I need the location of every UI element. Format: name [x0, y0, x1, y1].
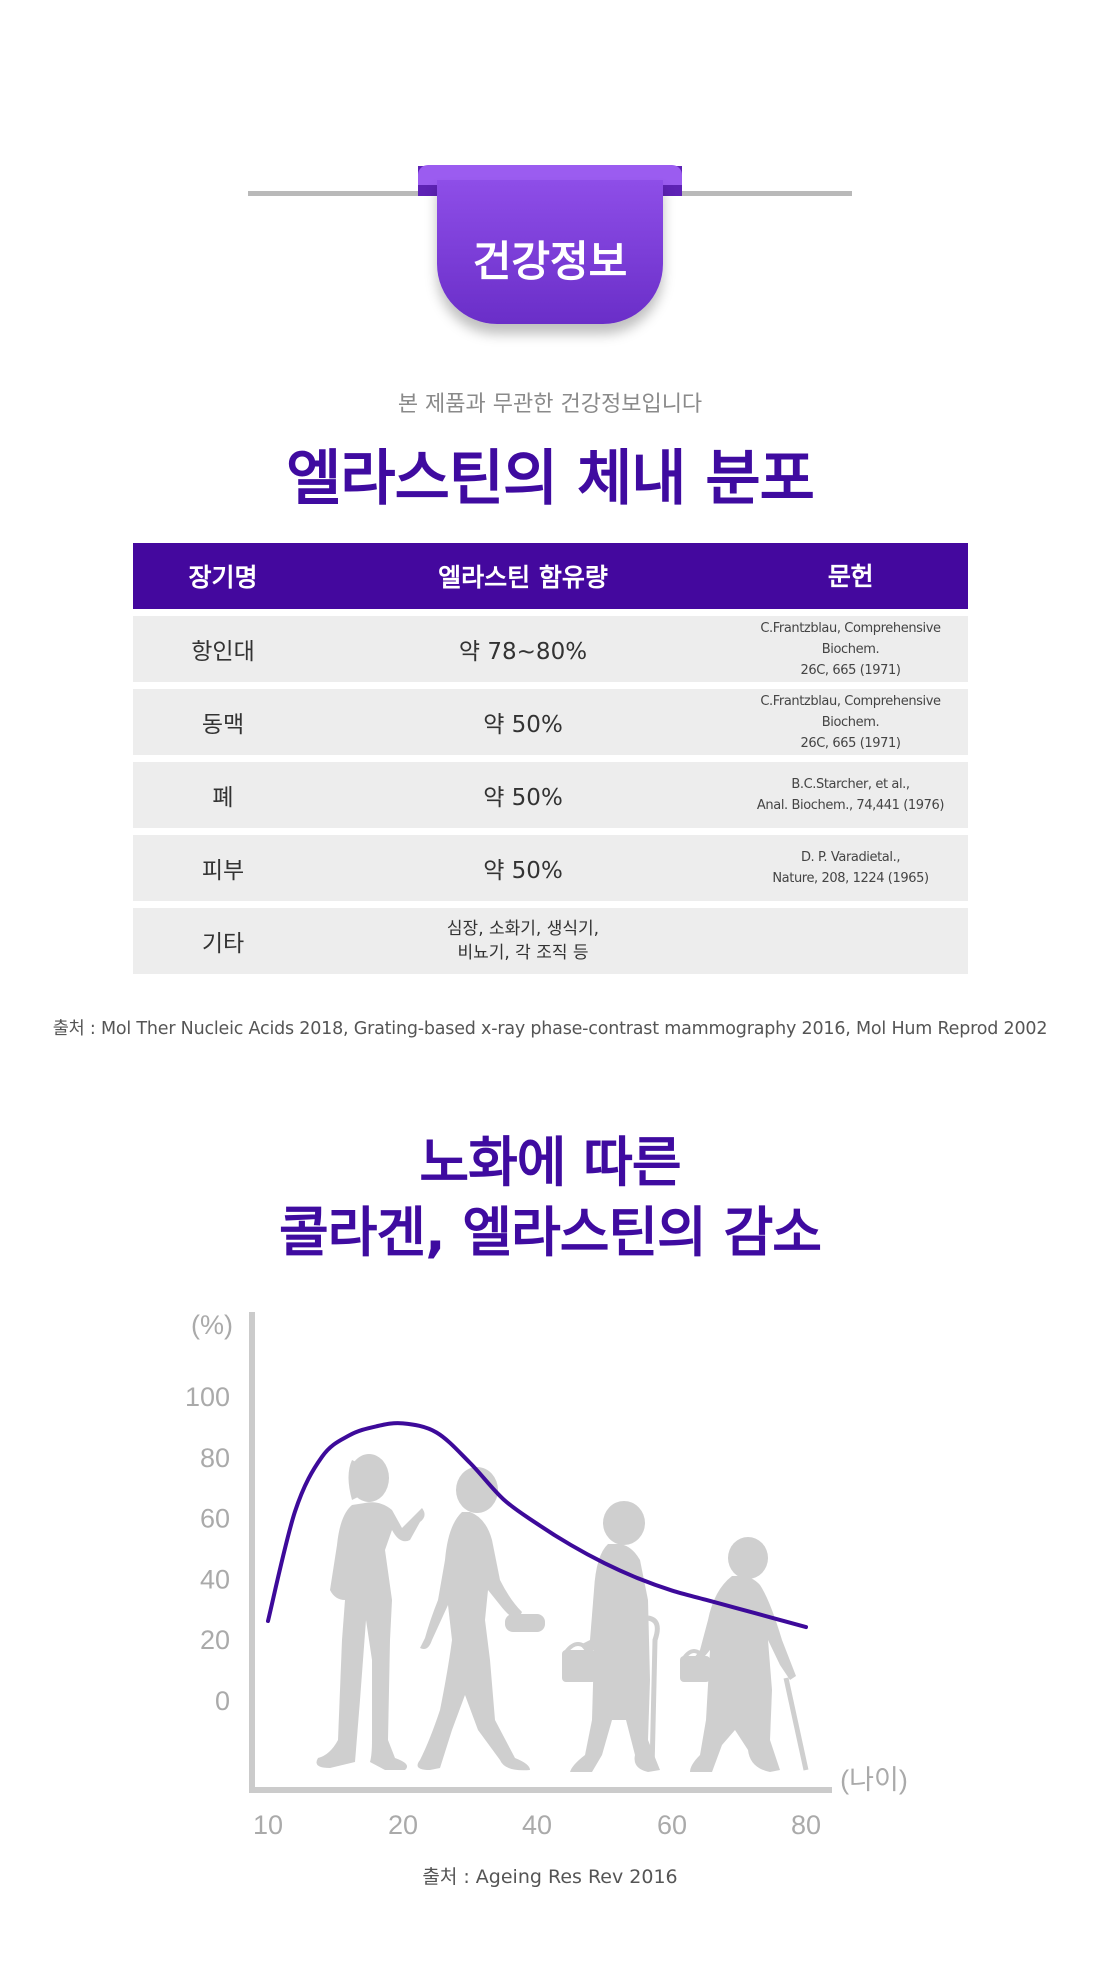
ribbon-line-right [662, 191, 852, 196]
table-row: 동맥 약 50% C.Frantzblau, Comprehensive Bio… [133, 689, 968, 755]
silhouette-figures [316, 1454, 809, 1772]
y-tick-label: 40 [200, 1564, 230, 1594]
table-row: 기타 심장, 소화기, 생식기, 비뇨기, 각 조직 등 [133, 908, 968, 974]
y-tick-label: 0 [215, 1686, 230, 1716]
content-cell: 약 50% [483, 858, 563, 884]
content-cell: 약 50% [483, 785, 563, 811]
section-title-line2: 콜라겐, 엘라스틴의 감소 [279, 1201, 822, 1264]
series-line [266, 1421, 808, 1630]
content-line: 비뇨기, 각 조직 등 [457, 943, 589, 963]
y-tick-label: 100 [185, 1382, 230, 1412]
y-tick-labels: 0 20 40 60 80 100 [185, 1382, 230, 1716]
header-content: 엘라스틴 함유량 [438, 563, 608, 592]
page-title: 엘라스틴의 체내 분포 [286, 444, 815, 514]
reference-cell: B.C.Starcher, et al., Anal. Biochem., 74… [733, 774, 968, 816]
y-tick-label: 60 [200, 1504, 230, 1534]
elastin-table: 장기명 엘라스틴 함유량 문헌 항인대 약 78~80% C.Frantzbla… [133, 543, 968, 974]
y-tick-label: 80 [200, 1443, 230, 1473]
x-tick-labels: 10 20 40 60 80 [253, 1810, 821, 1840]
reference-line: D. P. Varadietal., [800, 850, 901, 865]
reference-line: C.Frantzblau, Comprehensive Biochem. [760, 620, 941, 657]
x-tick-label: 60 [657, 1810, 687, 1840]
y-axis-label: (%) [191, 1310, 233, 1340]
x-tick-label: 80 [791, 1810, 821, 1840]
older-woman-silhouette [562, 1501, 660, 1772]
reference-line: Anal. Biochem., 74,441 (1976) [756, 798, 945, 813]
organ-cell: 폐 [212, 785, 234, 811]
section-title-line1: 노화에 따른 [419, 1131, 681, 1194]
content-cell: 약 50% [483, 712, 563, 738]
x-tick-label: 10 [253, 1810, 283, 1840]
ribbon-line-left [248, 191, 438, 196]
organ-cell: 동맥 [201, 712, 245, 738]
aging-chart: (%) (나이) 0 20 40 60 80 100 10 20 40 60 80 [185, 1310, 908, 1840]
chart-source: 출처 : Ageing Res Rev 2016 [422, 1866, 678, 1888]
table-header: 장기명 엘라스틴 함유량 문헌 [133, 543, 968, 609]
organ-cell: 피부 [201, 858, 245, 884]
health-info-badge [437, 180, 663, 324]
table-source: 출처 : Mol Ther Nucleic Acids 2018, Gratin… [52, 1019, 1048, 1039]
table-row: 항인대 약 78~80% C.Frantzblau, Comprehensive… [133, 616, 968, 682]
header-organ: 장기명 [188, 563, 258, 592]
x-tick-label: 40 [522, 1810, 552, 1840]
reference-line: C.Frantzblau, Comprehensive Biochem. [760, 693, 941, 730]
table-row: 피부 약 50% D. P. Varadietal., Nature, 208,… [133, 835, 968, 901]
reference-line: B.C.Starcher, et al., [791, 777, 910, 792]
organ-cell: 항인대 [191, 639, 255, 665]
content-cell: 약 78~80% [458, 639, 588, 665]
series-group [266, 1421, 808, 1630]
reference-line: 26C, 665 (1971) [800, 662, 901, 678]
reference-cell: C.Frantzblau, Comprehensive Biochem. 26C… [733, 618, 968, 681]
x-tick-label: 20 [388, 1810, 418, 1840]
reference-line: 26C, 665 (1971) [800, 735, 901, 751]
young-woman-silhouette [316, 1454, 425, 1770]
reference-line: Nature, 208, 1224 (1965) [772, 871, 929, 886]
y-tick-label: 20 [200, 1625, 230, 1655]
x-axis-label: (나이) [840, 1765, 908, 1795]
elderly-woman-silhouette [680, 1537, 809, 1772]
content-cell: 심장, 소화기, 생식기, 비뇨기, 각 조직 등 [313, 917, 733, 965]
subtitle: 본 제품과 무관한 건강정보입니다 [397, 392, 703, 417]
table-row: 폐 약 50% B.C.Starcher, et al., Anal. Bioc… [133, 762, 968, 828]
middle-woman-silhouette [417, 1467, 545, 1771]
content-line: 심장, 소화기, 생식기, [446, 919, 600, 939]
reference-cell: D. P. Varadietal., Nature, 208, 1224 (19… [733, 847, 968, 889]
header-reference: 문헌 [827, 561, 874, 591]
badge-label: 건강정보 [472, 237, 628, 286]
organ-cell: 기타 [201, 931, 245, 957]
reference-cell: C.Frantzblau, Comprehensive Biochem. 26C… [733, 691, 968, 754]
